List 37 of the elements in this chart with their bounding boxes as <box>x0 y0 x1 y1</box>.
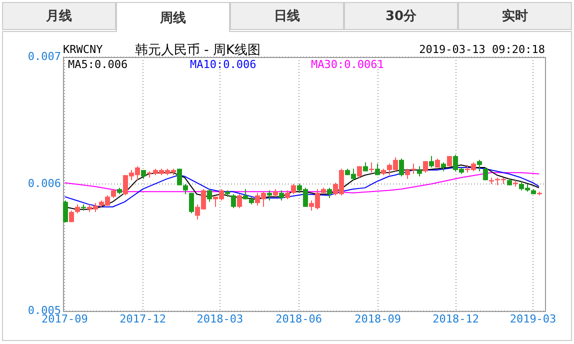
candlestick <box>189 192 194 214</box>
text: 周线 <box>116 2 230 32</box>
text: MA5:0.006 <box>68 58 128 71</box>
candlestick <box>399 158 404 177</box>
x-tick-label: 2018-12 <box>432 312 479 326</box>
candlestick <box>183 184 188 195</box>
text: MA30:0.0061 <box>311 58 384 71</box>
candlestick <box>417 166 422 177</box>
candlestick <box>423 160 428 174</box>
candlestick <box>477 159 482 172</box>
candlestick <box>267 190 272 202</box>
candlestick <box>291 184 296 195</box>
candlestick <box>327 187 332 198</box>
text: 日线 <box>230 2 344 30</box>
candlestick <box>405 168 410 180</box>
x-tick-label: 2019-03 <box>510 312 556 326</box>
candlestick <box>357 166 362 178</box>
candlestick <box>429 156 434 168</box>
x-tick-label: 2018-06 <box>276 312 322 326</box>
chart-subtitle: KRWCNY <box>63 43 103 56</box>
text: 月线 <box>2 2 116 30</box>
candlestick <box>279 190 284 202</box>
chart-title: 韩元人民币 - 周K线图 <box>135 42 260 59</box>
y-tick-label: 0.006 <box>28 176 61 190</box>
text: 30分 <box>344 2 458 30</box>
text: MA10:0.006 <box>190 58 256 71</box>
y-tick-label: 0.007 <box>28 50 61 63</box>
candlestick <box>207 188 212 202</box>
candlestick <box>483 166 488 181</box>
candlestick <box>237 194 242 209</box>
candlestick <box>63 200 68 223</box>
text: 2019-03-13 09:20:18 <box>419 43 545 56</box>
x-tick-label: 2018-09 <box>354 312 401 326</box>
x-tick-label: 2017-12 <box>120 312 166 326</box>
candlestick <box>231 194 236 209</box>
x-tick-label: 2018-03 <box>196 312 244 326</box>
text: 实时 <box>458 2 572 30</box>
